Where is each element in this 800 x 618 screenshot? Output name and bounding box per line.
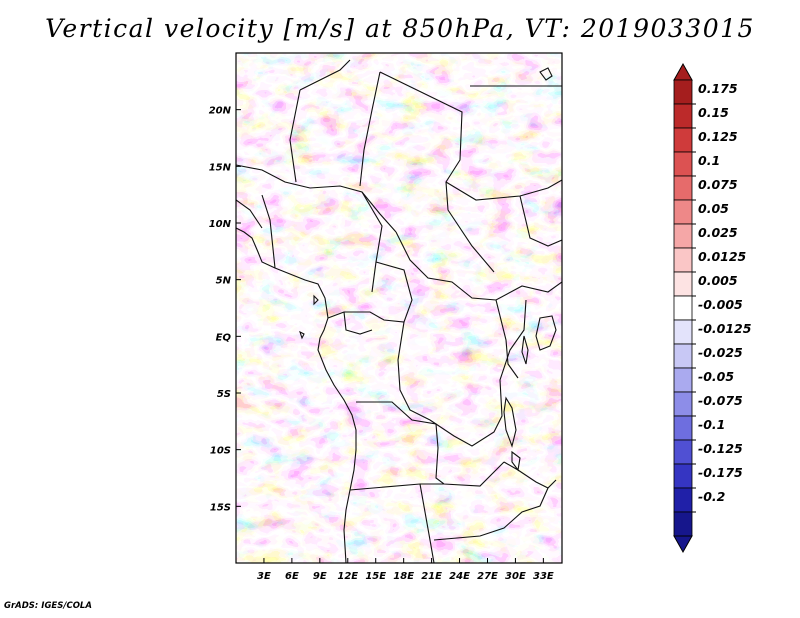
colorbar: 0.175 0.15 0.125 0.1 0.075 0.05 0.025 0.0125 0.0…: [673, 62, 752, 554]
lat-tick-label: 15S: [210, 502, 231, 513]
lat-tick-label: 10N: [209, 219, 232, 230]
colorbar-segment: [673, 151, 693, 177]
lon-tick-label: 12E: [337, 571, 358, 582]
colorbar-label: 0.005: [698, 273, 738, 288]
lon-tick-label: 27E: [477, 571, 498, 582]
lon-tick-label: 15E: [365, 571, 386, 582]
lon-tick-label: 21E: [421, 571, 442, 582]
lat-tick-label: 20N: [209, 106, 232, 117]
colorbar-segment: [673, 367, 693, 393]
colorbar-label: 0.15: [698, 105, 729, 120]
colorbar-label: -0.125: [698, 441, 743, 456]
colorbar-segment: [673, 511, 693, 537]
colorbar-segment: [673, 103, 693, 129]
vertical-velocity-field: [236, 53, 562, 563]
colorbar-label: -0.0125: [698, 321, 752, 336]
lon-tick-label: 24E: [449, 571, 470, 582]
colorbar-segment: [673, 271, 693, 297]
colorbar-label: -0.005: [698, 297, 743, 312]
colorbar-label: 0.025: [698, 225, 738, 240]
software-credit: GrADS: IGES/COLA: [4, 601, 92, 611]
colorbar-segment: [673, 487, 693, 513]
lat-tick-label: 5N: [216, 276, 232, 287]
lon-tick-label: 3E: [257, 571, 271, 582]
colorbar-label: -0.075: [698, 393, 743, 408]
colorbar-segment: [673, 79, 693, 105]
colorbar-label: -0.1: [698, 417, 725, 432]
lon-tick-label: 6E: [285, 571, 299, 582]
lat-tick-label: EQ: [216, 332, 232, 343]
colorbar-label: -0.025: [698, 345, 743, 360]
plot-title: Vertical velocity [m/s] at 850hPa, VT: 2…: [45, 14, 755, 43]
colorbar-segment: [673, 391, 693, 417]
lon-tick-label: 18E: [393, 571, 414, 582]
lon-tick-label: 30E: [505, 571, 526, 582]
colorbar-label: 0.0125: [698, 249, 747, 264]
colorbar-min-arrow: [673, 535, 693, 554]
colorbar-label: -0.2: [698, 489, 725, 504]
colorbar-label: 0.1: [698, 153, 720, 168]
colorbar-segment: [673, 415, 693, 441]
latitude-axis: 20N 15N 10N 5N EQ 5S 10S 15S: [209, 106, 241, 513]
colorbar-max-arrow: [673, 62, 693, 81]
colorbar-segment: [673, 319, 693, 345]
colorbar-segment: [673, 175, 693, 201]
colorbar-segment: [673, 463, 693, 489]
lon-tick-label: 9E: [313, 571, 327, 582]
colorbar-label: -0.05: [698, 369, 734, 384]
plot-frame: [235, 52, 563, 564]
colorbar-segment: [673, 247, 693, 273]
colorbar-segment: [673, 343, 693, 369]
country-borders: [236, 59, 562, 563]
longitude-axis: 3E 6E 9E 12E 15E 18E 21E 24E 27E 30E 33E: [257, 558, 554, 582]
colorbar-label: 0.075: [698, 177, 738, 192]
lon-tick-label: 33E: [533, 571, 554, 582]
colorbar-label: 0.05: [698, 201, 729, 216]
colorbar-segment: [673, 439, 693, 465]
colorbar-segment: [673, 295, 693, 321]
colorbar-segment: [673, 223, 693, 249]
colorbar-segment: [673, 199, 693, 225]
lat-tick-label: 10S: [210, 446, 231, 457]
colorbar-label: 0.125: [698, 129, 738, 144]
colorbar-segment: [673, 127, 693, 153]
lat-tick-label: 5S: [217, 389, 231, 400]
colorbar-label: 0.175: [698, 81, 738, 96]
lat-tick-label: 15N: [209, 162, 232, 173]
colorbar-label: -0.175: [698, 465, 743, 480]
